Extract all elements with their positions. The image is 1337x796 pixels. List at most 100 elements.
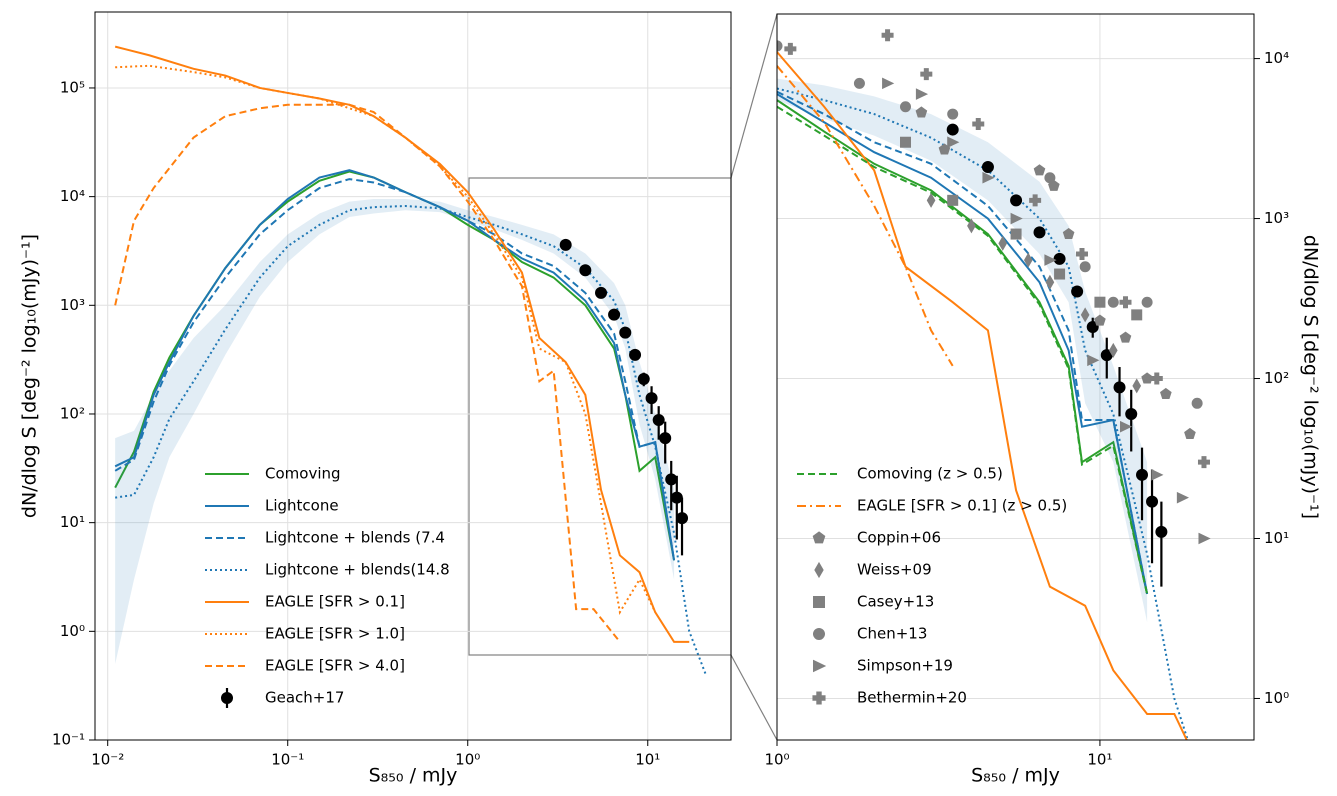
marker [946,123,959,136]
legend-marker [813,628,825,640]
marker [1136,468,1149,481]
legend-label: Lightcone + blends(14.8 [265,561,450,579]
marker [1146,495,1159,508]
marker [1119,296,1132,309]
x-tick-label: 10¹ [1087,751,1112,769]
marker [1150,372,1163,385]
marker [982,171,995,184]
zoom-connector [730,13,778,179]
x-tick-label: 10⁻¹ [271,751,304,769]
marker [1125,408,1138,421]
line [114,45,690,643]
line [115,204,707,675]
legend-label: Casey+13 [857,593,934,611]
axes-frame [776,13,1255,741]
x-axis-label: S₈₅₀ / mJy [971,765,1060,787]
x-tick-label: 10¹ [635,751,660,769]
marker [619,326,632,339]
marker [1075,248,1088,261]
legend-label: Simpson+19 [857,657,953,675]
marker [1119,420,1133,433]
line [777,99,1149,595]
marker [1107,296,1119,308]
marker [595,286,608,299]
marker [1033,226,1046,239]
legend-marker [812,691,826,705]
marker [1119,331,1132,343]
marker [1141,296,1153,308]
marker [1160,387,1172,399]
legend-label: Comoving (z > 0.5) [857,465,1003,483]
legend-marker [814,561,824,579]
legend-label: Bethermin+20 [857,689,967,707]
marker [1094,296,1106,308]
legend-label: Lightcone + blends (7.4 [265,529,445,547]
x-tick-label: 10⁰ [764,751,789,769]
marker [853,77,865,89]
y-axis-label: dN/dlog S [deg⁻² log₁₀(mJy)⁻¹] [1300,235,1322,519]
marker [881,29,894,42]
y-tick-label: 10¹ [1264,529,1289,547]
marker [1010,194,1023,207]
marker [670,491,683,504]
marker [1029,194,1042,207]
line [115,64,657,616]
y-tick-label: 10⁵ [60,78,85,96]
marker [1191,397,1203,409]
marker [1155,525,1168,538]
legend-marker [221,692,233,704]
legend-label: Lightcone [265,497,339,515]
legend-label: EAGLE [SFR > 1.0] [265,625,405,643]
marker [882,77,895,90]
legend-label: Chen+13 [857,625,927,643]
marker [1087,354,1100,367]
marker [900,136,912,148]
marker [652,414,665,427]
marker [967,218,976,234]
plot-area [777,29,1211,740]
marker [1045,274,1055,290]
marker [784,42,797,55]
marker [1132,378,1142,394]
plot-area [114,45,707,675]
legend-label: Geach+17 [265,689,344,707]
marker [1010,228,1022,240]
marker [608,308,621,321]
y-tick-label: 10³ [1264,209,1289,227]
line [114,178,676,561]
marker [1044,254,1057,266]
marker [1141,372,1153,384]
legend-marker [812,531,826,544]
line [777,65,954,367]
marker [1071,285,1084,298]
marker [972,118,985,131]
marker [947,194,959,206]
line [777,51,1188,740]
x-tick-label: 10⁰ [455,751,480,769]
legend-marker [813,659,827,673]
marker [1131,309,1143,321]
legend-label: Coppin+06 [857,529,941,547]
x-tick-label: 10⁻² [91,751,124,769]
marker [659,432,672,445]
legend-label: EAGLE [SFR > 0.1] (z > 0.5) [857,497,1067,515]
marker [559,238,572,251]
marker [1054,268,1066,280]
line [777,87,1189,740]
y-tick-label: 10⁰ [60,622,85,640]
marker [947,108,959,120]
legend-label: Comoving [265,465,341,483]
line [114,103,621,643]
marker [900,101,912,113]
marker [676,512,689,525]
marker [1044,172,1056,184]
marker [629,348,642,361]
marker [637,372,650,385]
y-tick-label: 10³ [60,296,85,314]
legend-label: Weiss+09 [857,561,932,579]
marker [1113,381,1126,394]
band [777,78,1148,623]
marker [645,392,658,405]
marker [1033,164,1046,176]
